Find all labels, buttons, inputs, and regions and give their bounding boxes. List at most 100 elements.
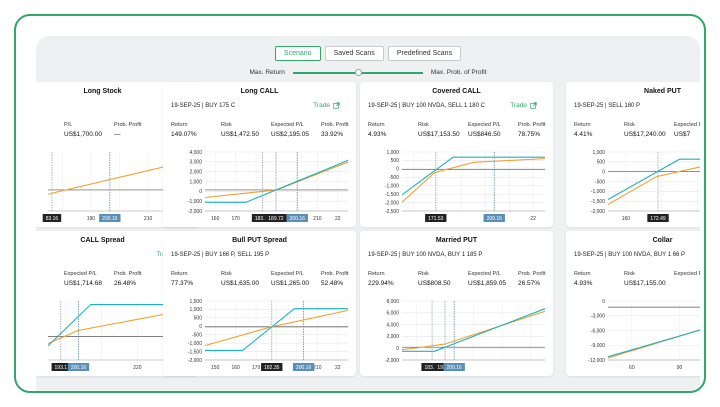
payoff-chart: 0-3,000-6,000-9,000-12,0006090120 [588,299,700,371]
price-badge [286,214,308,222]
expected-pl-line [607,329,700,359]
x-tick-label: 22 [530,216,536,222]
tab-predefined-scans[interactable]: Predefined Scans [387,46,462,61]
y-tick-label: -2,000 [591,209,605,215]
price-badge-label: 172.49 [650,216,666,222]
metric: Prob. Profit — [114,122,158,138]
y-tick-label: 1,500 [189,299,202,305]
metric: Prob. Profit 52.48% [321,271,356,287]
x-tick-label: 170 [252,365,261,371]
y-tick-label: -500 [192,333,202,339]
payoff-line [607,158,700,201]
external-link-icon [530,102,537,109]
strategy-card[interactable]: Long CALL 19-SEP-25 | BUY 175 C Trade Retur… [163,82,356,227]
x-tick-label: 210 [144,216,153,222]
metric-value: 52.48% [321,280,344,287]
y-tick-label: 1,000 [386,150,399,156]
price-badge-label: 200.16 [447,365,463,371]
metrics-row: .00 P/L US$1,700.00 Prob. Profit — [36,122,158,138]
metrics-row: Expected P/L US$1,714.68 Prob. Profit 26.48… [36,271,158,287]
metric: Expected P/L US$1,714.68 [64,271,108,287]
metric-value: 26.48% [114,280,137,287]
payoff-chart: 4,000 3,000 2,000 1,000 0 -1,000 -2,000 160 170 2… [188,150,349,222]
trade-button[interactable]: Trade [510,102,537,109]
metric: Risk US$17,240.00 [624,122,668,138]
metric-label: Risk [418,122,429,128]
price-badge-label: 200.16 [296,365,312,371]
x-tick-label: 220 [133,365,142,371]
strategy-card[interactable]: Covered CALL 19-SEP-25 | BUY 100 NVDA, SE… [360,82,553,227]
slider-track[interactable] [292,68,423,76]
x-tick-label: 90 [677,365,683,371]
metric-label: Return [574,271,591,277]
y-tick-label: 500 [597,160,606,166]
expected-pl-line [401,310,546,351]
price-badge-label: 189.72 [268,216,284,222]
card-title: Bull PUT Spread [232,237,287,244]
y-tick-label: 0 [396,167,399,173]
payoff-chart: 1,0005000-500-1,000-1,500-2,000160170172… [591,150,700,222]
strategy-card[interactable]: Naked PUT 19-SEP-25 | SELL 180 P Return 4.4… [566,82,700,227]
card-subtitle: 19-SEP-25 | BUY 175 C [171,103,236,109]
y-tick-label: -1,000 [188,199,202,205]
metrics-row: Return 4.41% Risk US$17,240.00 Expected P/L U… [574,122,700,138]
x-tick-label: 160 [211,216,220,222]
metric-value: US$1,472.50 [221,131,259,138]
strategy-card[interactable]: Collar 19-SEP-25 | BUY 100 NVDA, BUY 1 66… [566,231,700,376]
metric-value: — [114,131,121,138]
y-tick-label: -500 [595,179,605,185]
tab-saved-scans[interactable]: Saved Scans [324,46,384,61]
y-tick-label: -2,000 [188,358,202,364]
x-tick-label: 210 [313,216,322,222]
trade-button[interactable]: Trade [313,102,340,109]
y-tick-label: 0 [396,346,399,352]
metric: Prob. Profit 33.92% [321,122,356,138]
slider-left-label: Max. Return [249,69,285,76]
metric-value: .00 [36,125,58,132]
metric-value: 4.93% [368,131,387,138]
payoff-line [47,303,191,347]
metric-label: Prob. Profit [518,122,546,128]
card-subtitle: 19-SEP-25 | BUY 100 NVDA, BUY 1 66 P [574,252,686,258]
payoff-chart: 1,000 500 0 -500 -1,000 -1,500 -2,000 -2,500 22 1… [385,150,546,222]
y-tick-label: 4,000 [386,322,399,328]
metric-value: US$17,155.00 [624,280,666,287]
y-tick-label: 0 [602,299,605,305]
screenshot-frame: Scenario Saved Scans Predefined Scans Ma… [14,14,706,393]
card-title: Collar [652,237,673,244]
metric-label: Prob. Profit [321,271,349,277]
metric: P/L US$1,700.00 [64,122,108,138]
y-tick-label: -2,000 [188,209,202,215]
x-tick-label: 190 [87,216,96,222]
price-badge-label: 171.53 [428,216,444,222]
metric-value: US$846.50 [468,131,501,138]
y-tick-label: 1,000 [189,307,202,313]
metric-value: 33.92% [321,131,344,138]
payoff-chart: 8,0006,0004,0002,0000-2,000183.16193.092… [385,299,546,371]
price-badge [425,214,447,222]
payoff-line [401,156,545,196]
metric-value: US$7 [674,131,691,138]
tab-scenario[interactable]: Scenario [274,46,321,61]
metric: Expected P/L US$1,265.00 [271,271,315,287]
metric-label: Return [368,122,385,128]
metric-label: Prob. Profit [114,271,142,277]
metric-label: Return [171,122,188,128]
metric: Return 4.93% [368,122,412,138]
metric: Risk US$808.50 [418,271,462,287]
x-tick-label: 22 [335,216,341,222]
strategy-card[interactable]: Married PUT 19-SEP-25 | BUY 100 NVDA, BUY… [360,231,553,376]
price-badge [42,214,62,222]
metric-value: 149.07% [171,131,197,138]
slider-handle[interactable] [354,68,362,76]
price-badge [51,363,71,371]
y-tick-label: -1,500 [188,349,202,355]
expected-pl-line [401,158,546,203]
card-subtitle: 19-SEP-25 | BUY 100 NVDA, BUY 1 185 P [368,252,483,258]
x-tick-label: 170 [231,216,240,222]
metric-label: Risk [221,122,232,128]
metric-value: 4.41% [574,131,593,138]
return-probability-slider: Max. Return Max. Prob. of Profit [36,68,700,76]
strategy-card[interactable]: Bull PUT Spread 19-SEP-25 | BUY 166 P, SE… [163,231,356,376]
price-badge [67,363,90,371]
